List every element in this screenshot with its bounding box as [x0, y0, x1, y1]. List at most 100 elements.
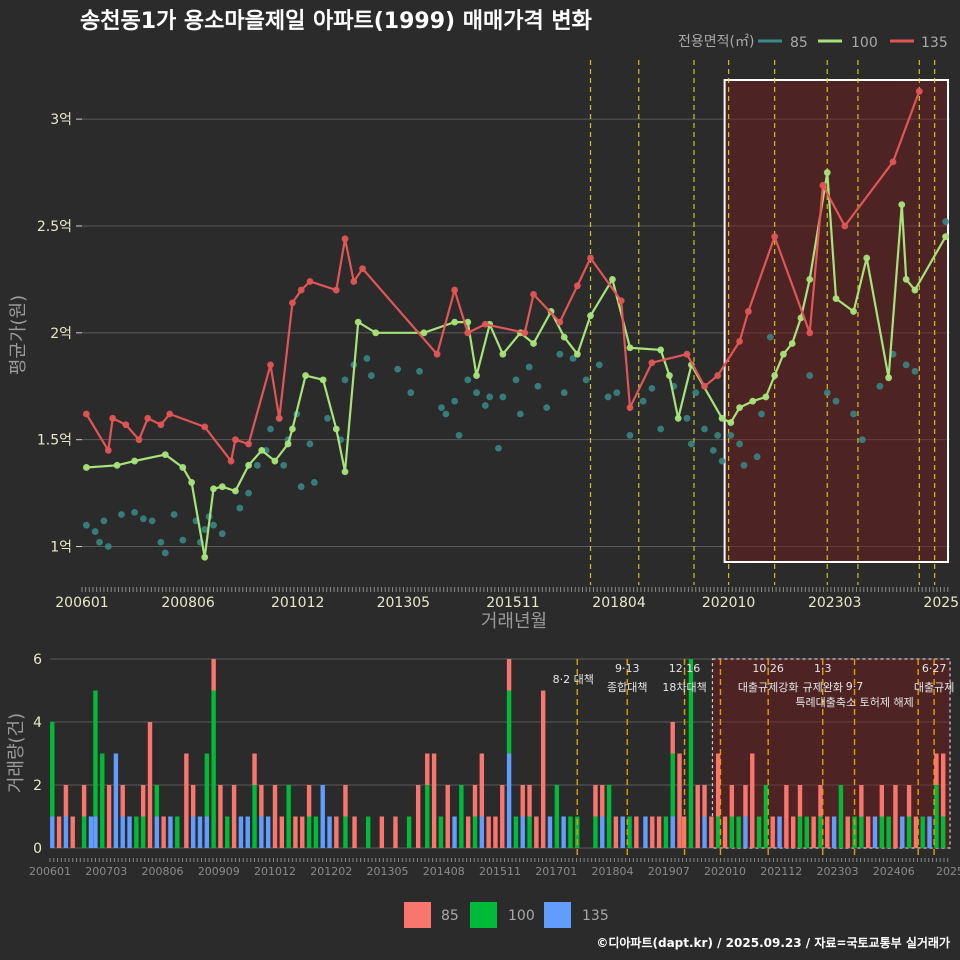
volume-bar-85: [825, 816, 830, 848]
data-point-85: [179, 536, 187, 544]
volume-bar-135: [670, 816, 675, 848]
volume-bar-85: [940, 753, 946, 817]
footer-credit: ©디아파트(dapt.kr) / 2025.09.23 / 자료=국토교통부 실…: [596, 935, 950, 950]
data-point-85: [161, 549, 169, 557]
volume-bar-100: [736, 816, 741, 848]
volume-bar-85: [415, 785, 421, 848]
volume-bar-100: [513, 816, 519, 848]
data-point-85: [942, 218, 950, 226]
legend-swatch-85: [404, 902, 431, 928]
data-point-85: [139, 515, 147, 523]
volume-x-tick-label: 201804: [592, 865, 634, 878]
volume-bar-100: [306, 816, 312, 848]
volume-bar-85: [293, 816, 298, 848]
data-point-135: [915, 87, 923, 95]
data-point-85: [104, 543, 112, 550]
data-point-85: [267, 425, 274, 433]
data-point-85: [687, 440, 695, 448]
volume-x-tick-label: 200601: [29, 865, 71, 878]
data-point-85: [639, 397, 647, 405]
data-point-135: [306, 278, 314, 285]
volume-bar-100: [859, 816, 864, 848]
data-point-135: [104, 446, 112, 454]
data-point-85: [823, 389, 831, 397]
policy-label: 특례대출축소 토허제 해제: [795, 695, 913, 709]
volume-bar-85: [306, 785, 312, 817]
volume-bar-100: [818, 816, 823, 848]
volume-bar-85: [161, 816, 166, 848]
data-point-100: [302, 372, 309, 379]
data-point-100: [451, 318, 459, 326]
data-point-85: [740, 461, 748, 469]
data-point-135: [166, 410, 174, 418]
volume-bar-135: [93, 816, 98, 848]
data-point-100: [911, 286, 919, 294]
volume-x-tick-label: 201305: [367, 865, 409, 878]
data-point-85: [442, 410, 450, 418]
policy-date: 10·26: [752, 662, 784, 675]
data-point-100: [218, 483, 226, 491]
volume-y-tick-label: 2: [33, 778, 42, 794]
volume-x-tick-label: 201511: [479, 865, 521, 878]
volume-bar-100: [406, 816, 412, 848]
data-point-85: [512, 376, 520, 384]
policy-date: 6·27: [922, 662, 947, 675]
volume-legend-label-100: 100: [508, 908, 535, 924]
volume-bar-85: [634, 816, 639, 848]
volume-bar-135: [479, 816, 485, 848]
volume-legend: 85 100 135: [404, 902, 609, 928]
volume-x-tick-label: 200909: [198, 865, 240, 878]
data-point-135: [232, 436, 239, 444]
data-point-85: [495, 444, 502, 452]
volume-bar-85: [845, 816, 850, 848]
data-point-85: [701, 425, 708, 433]
legend-swatch-100: [470, 902, 497, 928]
volume-bar-100: [663, 816, 669, 848]
data-point-85: [473, 389, 480, 397]
price-y-tick-label: 3억: [50, 112, 72, 128]
volume-bar-135: [547, 816, 553, 848]
data-point-100: [850, 308, 857, 315]
data-point-85: [280, 461, 288, 469]
volume-bar-85: [493, 816, 498, 848]
volume-bar-100: [934, 785, 939, 848]
volume-bar-85: [906, 785, 912, 817]
volume-bar-100: [134, 816, 139, 848]
data-point-85: [516, 410, 524, 418]
volume-y-axis-title: 거래량(건): [6, 713, 27, 793]
data-point-135: [82, 410, 90, 418]
data-point-100: [113, 461, 121, 469]
data-point-85: [210, 521, 217, 529]
volume-bar-85: [120, 785, 125, 817]
data-point-85: [367, 372, 375, 379]
volume-bar-85: [879, 785, 885, 817]
data-point-135: [573, 282, 581, 290]
data-point-100: [271, 457, 279, 465]
volume-bar-85: [695, 785, 700, 848]
volume-bar-100: [593, 816, 598, 848]
data-point-85: [718, 457, 726, 465]
data-point-85: [556, 350, 564, 358]
series-line-100: [86, 172, 947, 558]
data-point-85: [709, 446, 717, 454]
data-point-100: [885, 374, 893, 382]
volume-bar-100: [606, 785, 612, 848]
volume-bar-85: [63, 785, 69, 817]
volume-bar-100: [175, 816, 180, 848]
data-point-100: [609, 275, 616, 283]
policy-label: 18차대책: [662, 681, 706, 694]
policy-label: 8·2 대책: [553, 673, 594, 686]
data-point-135: [332, 286, 340, 294]
data-point-85: [407, 389, 415, 397]
data-point-100: [161, 451, 169, 459]
policy-label: 대출규제강화: [738, 681, 799, 694]
volume-x-tick-label: 200806: [142, 865, 184, 878]
data-point-85: [416, 367, 423, 375]
data-point-135: [201, 423, 209, 431]
volume-bar-100: [506, 690, 512, 754]
chart-title: 송천동1가 용소마을제일 아파트(1999) 매매가격 변화: [80, 9, 592, 34]
data-point-100: [942, 233, 950, 241]
data-point-100: [736, 404, 743, 412]
data-point-85: [218, 530, 226, 538]
volume-x-tick-label: 201408: [423, 865, 465, 878]
